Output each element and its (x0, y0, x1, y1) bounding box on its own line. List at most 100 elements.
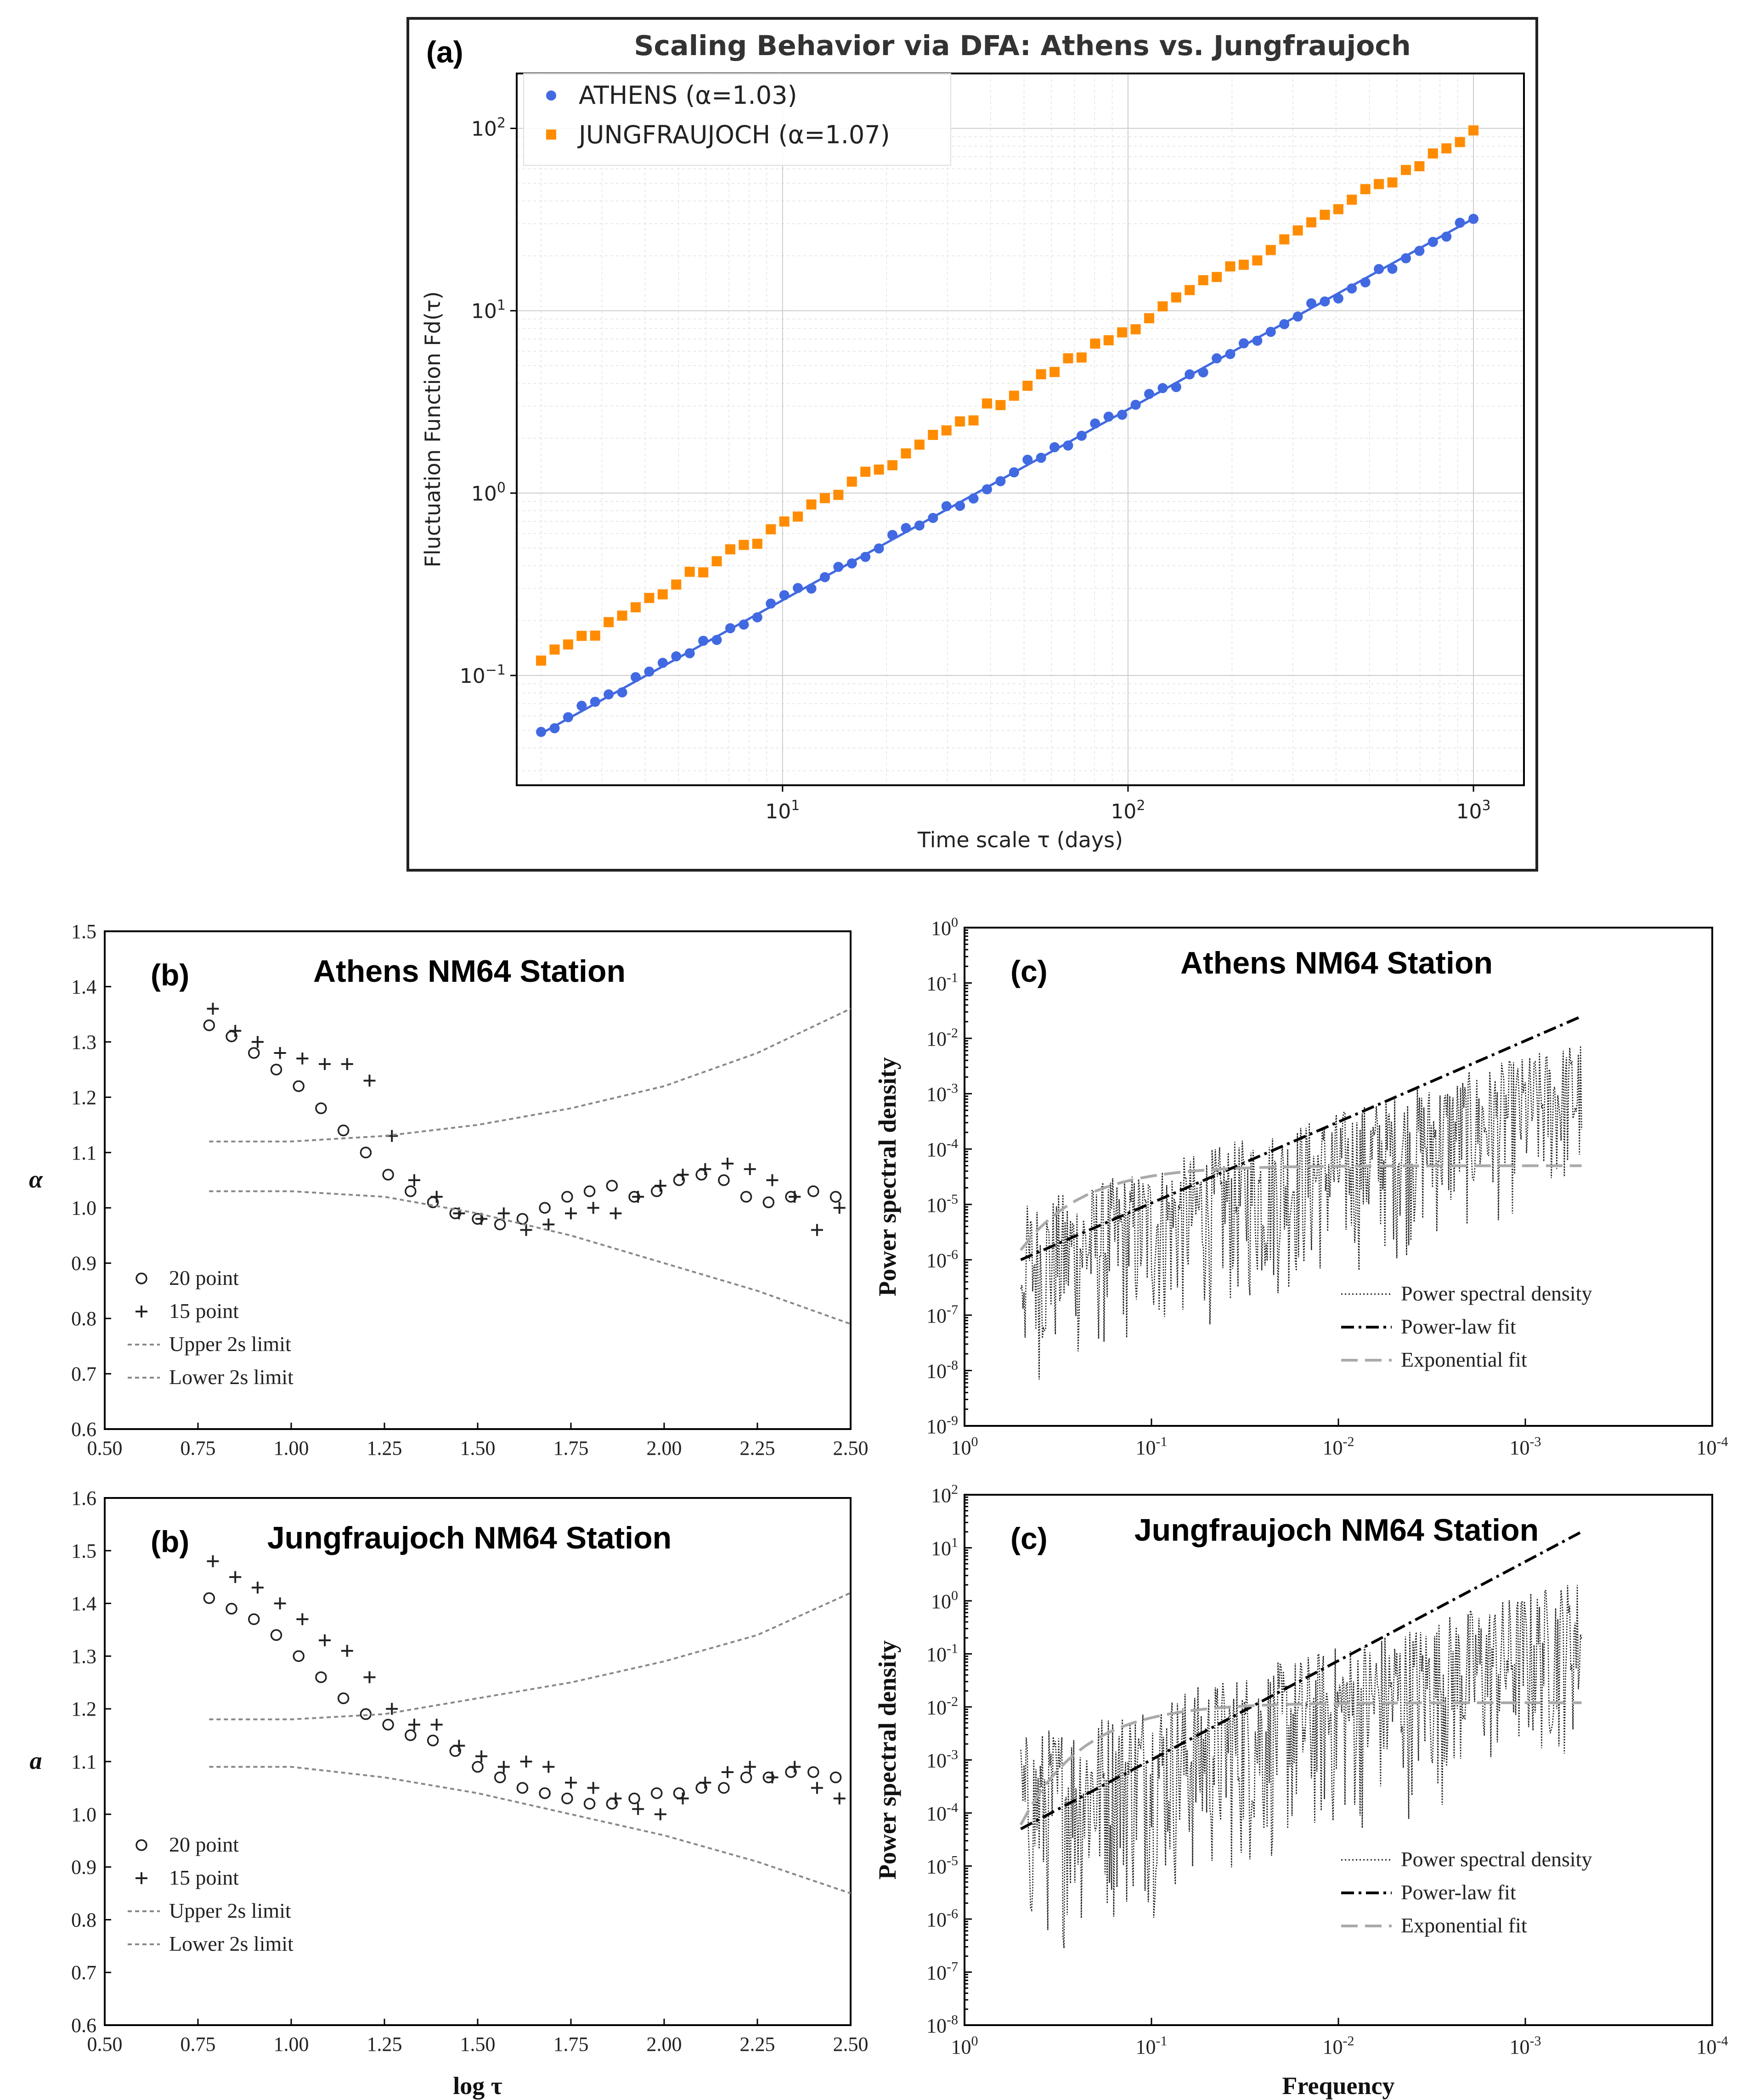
athens-point (1157, 383, 1168, 394)
athens-point (1171, 382, 1181, 392)
athens-point (1103, 411, 1114, 422)
20-point-marker (494, 1771, 506, 1784)
20-point-marker (382, 1718, 394, 1731)
15-point-marker (677, 1792, 689, 1805)
jungfraujoch-point (739, 540, 749, 550)
athens-point (1063, 440, 1073, 451)
15-point-marker (654, 1180, 666, 1192)
15-point-marker (587, 1782, 599, 1794)
athens-point (1144, 388, 1155, 399)
x-axis-label: Time scale τ (days) (917, 828, 1123, 852)
jungfraujoch-point (914, 439, 925, 450)
jungfraujoch-point (1036, 369, 1046, 379)
jungfraujoch-point (644, 593, 654, 603)
y-tick-label: 0.7 (71, 1363, 96, 1385)
20-point-marker (270, 1064, 282, 1075)
athens-point (1374, 264, 1384, 274)
15-point-marker (520, 1224, 532, 1236)
y-tick-label: 10-7 (926, 1302, 958, 1327)
jungfraujoch-point (1455, 137, 1465, 147)
athens-point (1306, 298, 1317, 309)
athens-point (711, 635, 722, 645)
15-point-marker (319, 1058, 331, 1070)
jungfraujoch-point (1252, 255, 1263, 266)
15-point-marker (744, 1163, 756, 1175)
legend-label-upper: Upper 2s limit (169, 1899, 291, 1922)
y-tick-label: 1.1 (71, 1751, 96, 1773)
upper-2s-limit-line (209, 1008, 851, 1143)
15-point-marker (296, 1613, 309, 1626)
athens-point (1387, 264, 1398, 274)
jungfraujoch-point (793, 511, 803, 522)
y-tick-label: 10-4 (926, 1800, 958, 1825)
exponential-fit-line (1020, 1164, 1582, 1251)
20-point-marker (539, 1202, 551, 1214)
20-point-marker (382, 1169, 394, 1181)
athens-point (1212, 353, 1222, 364)
jungfraujoch-point (1157, 301, 1168, 312)
x-tick-label: 1.75 (553, 2033, 589, 2055)
20-point-marker (807, 1185, 819, 1197)
athens-point (590, 697, 600, 707)
x-tick-label: 0.50 (87, 2033, 123, 2055)
y-tick-label: 1.0 (71, 1803, 96, 1826)
legend-label-15-point: 15 point (169, 1299, 239, 1323)
x-tick-label: 2.00 (647, 2033, 682, 2055)
jungfraujoch-point (1063, 353, 1073, 364)
athens-point (1022, 455, 1033, 465)
athens-point (955, 501, 965, 511)
15-point-marker (386, 1703, 398, 1715)
athens-point (995, 476, 1006, 486)
x-tick-label: 10-3 (1510, 2033, 1541, 2058)
15-point-marker (542, 1218, 555, 1231)
jungfraujoch-point (874, 464, 884, 475)
athens-point (1427, 236, 1438, 247)
panel-a-title: Scaling Behavior via DFA: Athens vs. Jun… (634, 30, 1410, 62)
y-tick-label: 1.4 (71, 975, 96, 998)
y-tick-label: 102 (931, 1482, 958, 1507)
y-tick-label: 0.6 (71, 1418, 96, 1441)
psd-trace (1020, 1046, 1582, 1379)
athens-point (1225, 349, 1236, 360)
jungfraujoch-point (955, 416, 965, 427)
x-tick-label: 0.75 (181, 1437, 216, 1459)
legend-marker-20-point (135, 1272, 147, 1284)
y-tick-label: 10-6 (926, 1247, 958, 1272)
athens-point (576, 700, 587, 711)
panel-title: Jungfraujoch NM64 Station (267, 1520, 671, 1555)
jungfraujoch-point (1441, 143, 1452, 154)
legend-label-20-point: 20 point (169, 1833, 239, 1856)
athens-point (1036, 452, 1046, 463)
x-tick-label: 1.75 (553, 1437, 589, 1459)
x-tick-label: 10-1 (1136, 2033, 1168, 2058)
15-point-marker (632, 1191, 644, 1203)
power-law-fit-line (1020, 1015, 1582, 1261)
athens-fit-line (540, 217, 1474, 735)
jungfraujoch-point (1374, 179, 1384, 189)
legend: ATHENS (α=1.03) JUNGFRAUJOCH (α=1.07) (523, 73, 951, 166)
legend-label-power-law: Power-law fit (1401, 1880, 1516, 1904)
y-tick-label: 10-3 (926, 1081, 958, 1106)
panel-title: Jungfraujoch NM64 Station (1134, 1513, 1539, 1548)
15-point-marker (207, 1555, 219, 1567)
jungfraujoch-point (1400, 165, 1411, 175)
athens-point (725, 623, 735, 634)
20-point-marker (740, 1191, 752, 1203)
panel-label: (b) (151, 958, 189, 992)
15-point-marker (766, 1771, 779, 1784)
athens-point (1117, 410, 1128, 420)
jungfraujoch-point (1022, 381, 1033, 391)
jungfraujoch-point (1130, 324, 1141, 335)
jungfraujoch-point (711, 556, 722, 567)
jungfraujoch-point (779, 516, 790, 527)
15-point-marker (744, 1761, 756, 1773)
15-point-marker (632, 1803, 644, 1815)
20-point-marker (807, 1766, 819, 1778)
legend-label-lower: Lower 2s limit (169, 1932, 293, 1955)
15-point-marker (363, 1075, 376, 1087)
jungfraujoch-point (684, 567, 695, 577)
20-point-marker (203, 1592, 215, 1604)
jungfraujoch-point (549, 644, 560, 655)
15-point-marker (789, 1761, 801, 1773)
